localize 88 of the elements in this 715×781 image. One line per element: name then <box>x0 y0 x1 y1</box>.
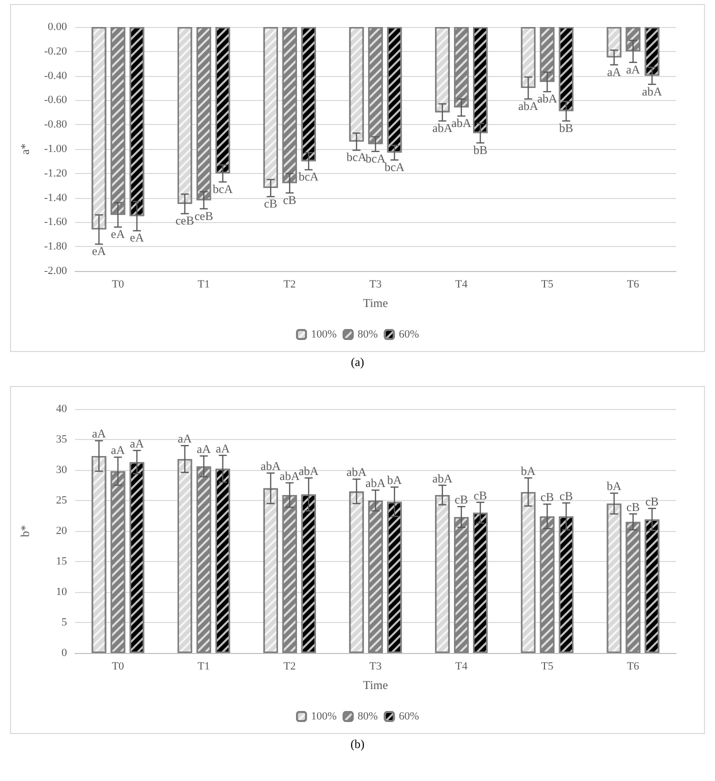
data-label: abA <box>518 98 539 113</box>
text: (b) <box>350 736 366 753</box>
y-tick-label: -0.40 <box>44 70 68 82</box>
y-tick-label: 40 <box>56 403 68 415</box>
data-label: abA <box>366 476 386 490</box>
data-label: abA <box>346 465 367 480</box>
x-tick-label: T5 <box>541 660 554 672</box>
data-label: cB <box>282 192 296 207</box>
y-tick-label: 15 <box>56 556 68 568</box>
data-label: ceB <box>175 214 194 228</box>
data-label: abA <box>260 459 281 474</box>
y-tick-label: 10 <box>56 586 68 598</box>
y-tick-label: 30 <box>56 464 68 476</box>
y-tick-label: -1.20 <box>44 167 68 180</box>
data-label: bB <box>473 142 488 157</box>
x-tick-label: T6 <box>626 660 640 672</box>
data-label: bcA <box>212 182 234 196</box>
data-label: bcA <box>298 170 319 184</box>
x-tick-label: T1 <box>198 278 210 290</box>
legend-label: 80% <box>358 710 378 722</box>
y-tick-label: -1.40 <box>44 192 68 204</box>
x-tick-label: T0 <box>112 660 125 672</box>
x-tick-label: T5 <box>541 278 554 290</box>
data-label: abA <box>432 120 453 135</box>
data-label: cB <box>264 196 278 211</box>
x-tick-label: T0 <box>112 278 125 290</box>
data-label: cB <box>626 500 640 514</box>
data-label: cB <box>645 494 659 508</box>
x-tick-label: T6 <box>626 278 640 290</box>
y-tick-label: 0.00 <box>48 21 68 33</box>
data-label: aA <box>92 426 106 441</box>
x-tick-label: T4 <box>455 660 468 672</box>
legend-label: 80% <box>358 328 378 340</box>
data-label: aA <box>130 436 144 450</box>
data-label: abA <box>642 84 662 98</box>
data-label: bcA <box>346 150 367 164</box>
data-label: bB <box>559 120 574 135</box>
data-label: ceB <box>194 208 214 223</box>
data-label: cB <box>560 488 573 503</box>
x-axis-title: Time <box>363 678 388 692</box>
x-tick-label: T1 <box>198 660 210 672</box>
x-tick-label: T4 <box>455 278 468 290</box>
y-tick-label: -0.60 <box>44 94 68 106</box>
x-tick-label: T3 <box>369 278 382 290</box>
data-label: eA <box>110 227 126 242</box>
y-tick-label: -0.80 <box>44 118 68 131</box>
data-label: abA <box>432 471 453 486</box>
y-tick-label: -1.80 <box>44 240 68 253</box>
x-tick-label: T2 <box>284 660 296 672</box>
data-label: aA <box>626 62 640 76</box>
legend-label: 60% <box>398 328 420 340</box>
x-axis-title: Time <box>363 296 388 310</box>
y-tick-label: 35 <box>56 434 68 446</box>
data-label: bA <box>520 464 536 478</box>
text: (a) <box>350 354 366 371</box>
x-tick-label: T2 <box>284 278 296 290</box>
data-label: bcA <box>384 160 405 174</box>
y-axis-title: b* <box>18 525 32 537</box>
y-tick-label: 25 <box>56 494 68 506</box>
legend-label: 60% <box>398 710 420 722</box>
data-label: abA <box>298 464 319 478</box>
y-tick-label: -2.00 <box>44 265 68 277</box>
data-label: bA <box>387 473 402 488</box>
data-label: abA <box>280 468 300 483</box>
legend-label: 100% <box>311 710 337 722</box>
y-tick-label: -0.20 <box>44 45 68 58</box>
y-tick-label: -1.60 <box>44 216 68 228</box>
y-tick-label: -1.00 <box>44 143 68 155</box>
data-label: aA <box>196 442 212 456</box>
data-label: aA <box>110 443 126 458</box>
data-label: bA <box>606 479 622 494</box>
data-label: cB <box>454 492 468 507</box>
data-label: cB <box>540 490 554 504</box>
data-label: aA <box>178 432 192 446</box>
y-tick-label: 5 <box>62 616 68 628</box>
y-tick-label: 20 <box>56 525 68 537</box>
x-tick-label: T3 <box>369 660 382 672</box>
data-label: eA <box>92 244 106 258</box>
data-label: abA <box>537 92 558 106</box>
y-axis-title: a* <box>18 143 32 155</box>
data-label: abA <box>451 116 472 130</box>
data-label: cB <box>474 488 488 502</box>
data-label: bcA <box>366 151 386 166</box>
y-tick-label: 0 <box>62 647 68 659</box>
data-label: eA <box>130 230 144 245</box>
data-label: aA <box>607 64 622 79</box>
data-label: aA <box>216 441 230 456</box>
legend-label: 100% <box>311 328 337 340</box>
